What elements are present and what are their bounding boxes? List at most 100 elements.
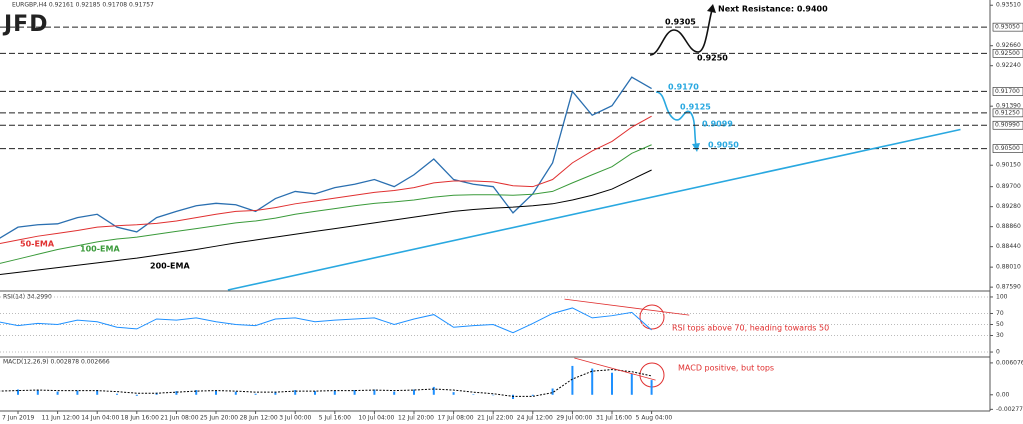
series-label: 100-EMA [80, 245, 120, 254]
y-tick-label: 0.88860 [996, 223, 1021, 230]
bar [234, 391, 237, 395]
bar [591, 368, 594, 395]
level-box [992, 108, 1023, 118]
y-tick-label: -0.002775 [996, 406, 1023, 413]
x-tick-label: 11 Jun 12:00 [42, 415, 80, 422]
bar [492, 394, 495, 396]
x-tick-label: 28 Jun 12:00 [240, 415, 278, 422]
x-tick-label: 25 Jun 20:00 [200, 415, 238, 422]
x-tick-label: 29 Jul 00:00 [556, 415, 592, 422]
level-box [992, 87, 1023, 96]
y-tick-label: 30 [996, 332, 1004, 339]
annotation: 0.9125 [680, 103, 711, 112]
series-line [0, 369, 652, 397]
bar [274, 391, 277, 395]
bar [413, 389, 415, 395]
bar [76, 390, 79, 395]
bar [650, 380, 653, 395]
level-label: 0.93050 [995, 24, 1020, 31]
y-tick-label: 0.006076 [996, 359, 1023, 366]
series-label: 50-EMA [20, 240, 55, 249]
bar [393, 391, 396, 395]
y-tick-label: 0.88440 [996, 243, 1021, 250]
x-tick-label: 18 Jun 16:00 [121, 415, 159, 422]
level-label: 0.91700 [995, 88, 1020, 95]
x-tick-label: 5 Jul 16:00 [319, 415, 351, 422]
bar [56, 391, 59, 395]
y-tick-label: 0.92240 [996, 62, 1021, 69]
annotation: 0.9050 [708, 141, 739, 150]
y-tick-label: 0.90150 [996, 162, 1021, 169]
x-tick-label: 5 Aug 04:00 [636, 415, 673, 422]
x-tick-label: 7 Jun 2019 [2, 415, 34, 422]
bar [512, 394, 514, 399]
bar [17, 389, 19, 395]
x-tick-label: 31 Jul 16:00 [596, 415, 632, 422]
x-tick-label: 3 Jul 00:00 [279, 415, 311, 422]
y-tick-label: 0.89280 [996, 203, 1021, 210]
level-label: 0.92500 [995, 50, 1020, 57]
y-tick-label: 70 [996, 310, 1004, 317]
arrow-head [692, 143, 700, 152]
bar [314, 391, 316, 395]
series-line [0, 76, 652, 239]
bar [432, 386, 435, 395]
bar [353, 390, 356, 395]
y-tick-label: 0 [996, 349, 1000, 356]
level-box [992, 49, 1023, 58]
y-tick-label: 0.93510 [996, 2, 1021, 9]
x-tick-label: 17 Jul 08:00 [438, 415, 474, 422]
projection-up [649, 9, 713, 56]
level-box [992, 144, 1023, 153]
bar [215, 390, 217, 395]
level-box [992, 120, 1023, 130]
y-tick-label: 0.00 [996, 391, 1010, 398]
x-tick-label: 21 Jun 08:00 [160, 415, 198, 422]
bar [333, 390, 336, 395]
bar [611, 372, 613, 395]
y-tick-label: 0.87590 [996, 284, 1021, 291]
y-tick-label: 0.91390 [996, 103, 1021, 110]
bar [373, 389, 376, 395]
bar [116, 393, 118, 395]
y-tick-label: 0.92660 [996, 42, 1021, 49]
bar [630, 373, 633, 395]
x-tick-label: 14 Jun 04:00 [81, 415, 119, 422]
annotation: 0.9170 [668, 83, 699, 92]
trendline [564, 298, 690, 316]
highlight-circle [639, 304, 665, 330]
x-tick-label: 12 Jul 20:00 [398, 415, 434, 422]
x-tick-label: 24 Jul 12:00 [517, 415, 553, 422]
annotation: 0.9099 [702, 120, 733, 129]
bar [175, 391, 178, 395]
level-label: 0.90500 [995, 145, 1020, 152]
projection-down [655, 91, 697, 147]
trendline [227, 128, 961, 291]
bar [254, 393, 257, 395]
macd-header: MACD(12,26,9) 0.002878 0.002666 [3, 359, 110, 366]
y-tick-label: 0.88010 [996, 264, 1021, 271]
annotation: MACD positive, but tops [678, 364, 774, 373]
level-label: 0.91250 [995, 109, 1020, 116]
logo: JFD [2, 12, 48, 37]
bar [571, 365, 574, 395]
level-box [992, 22, 1023, 32]
bar [452, 392, 455, 395]
chart-header: EURGBP,H4 0.92161 0.92185 0.91708 0.9175… [12, 2, 154, 9]
bar [472, 394, 475, 395]
series-line [0, 307, 652, 334]
bar [155, 392, 158, 395]
annotation: 0.9250 [697, 54, 728, 63]
y-tick-label: 100 [996, 293, 1008, 300]
y-tick-label: 0.89700 [996, 183, 1021, 190]
level-label: 0.90990 [995, 122, 1020, 129]
x-tick-label: 10 Jul 04:00 [358, 415, 394, 422]
bar [135, 394, 138, 396]
bar [551, 388, 554, 395]
annotation: Next Resistance: 0.9400 [718, 5, 828, 14]
series-line [0, 169, 652, 276]
x-tick-label: 21 Jul 22:00 [477, 415, 513, 422]
bar [531, 394, 534, 396]
bar [36, 390, 39, 395]
